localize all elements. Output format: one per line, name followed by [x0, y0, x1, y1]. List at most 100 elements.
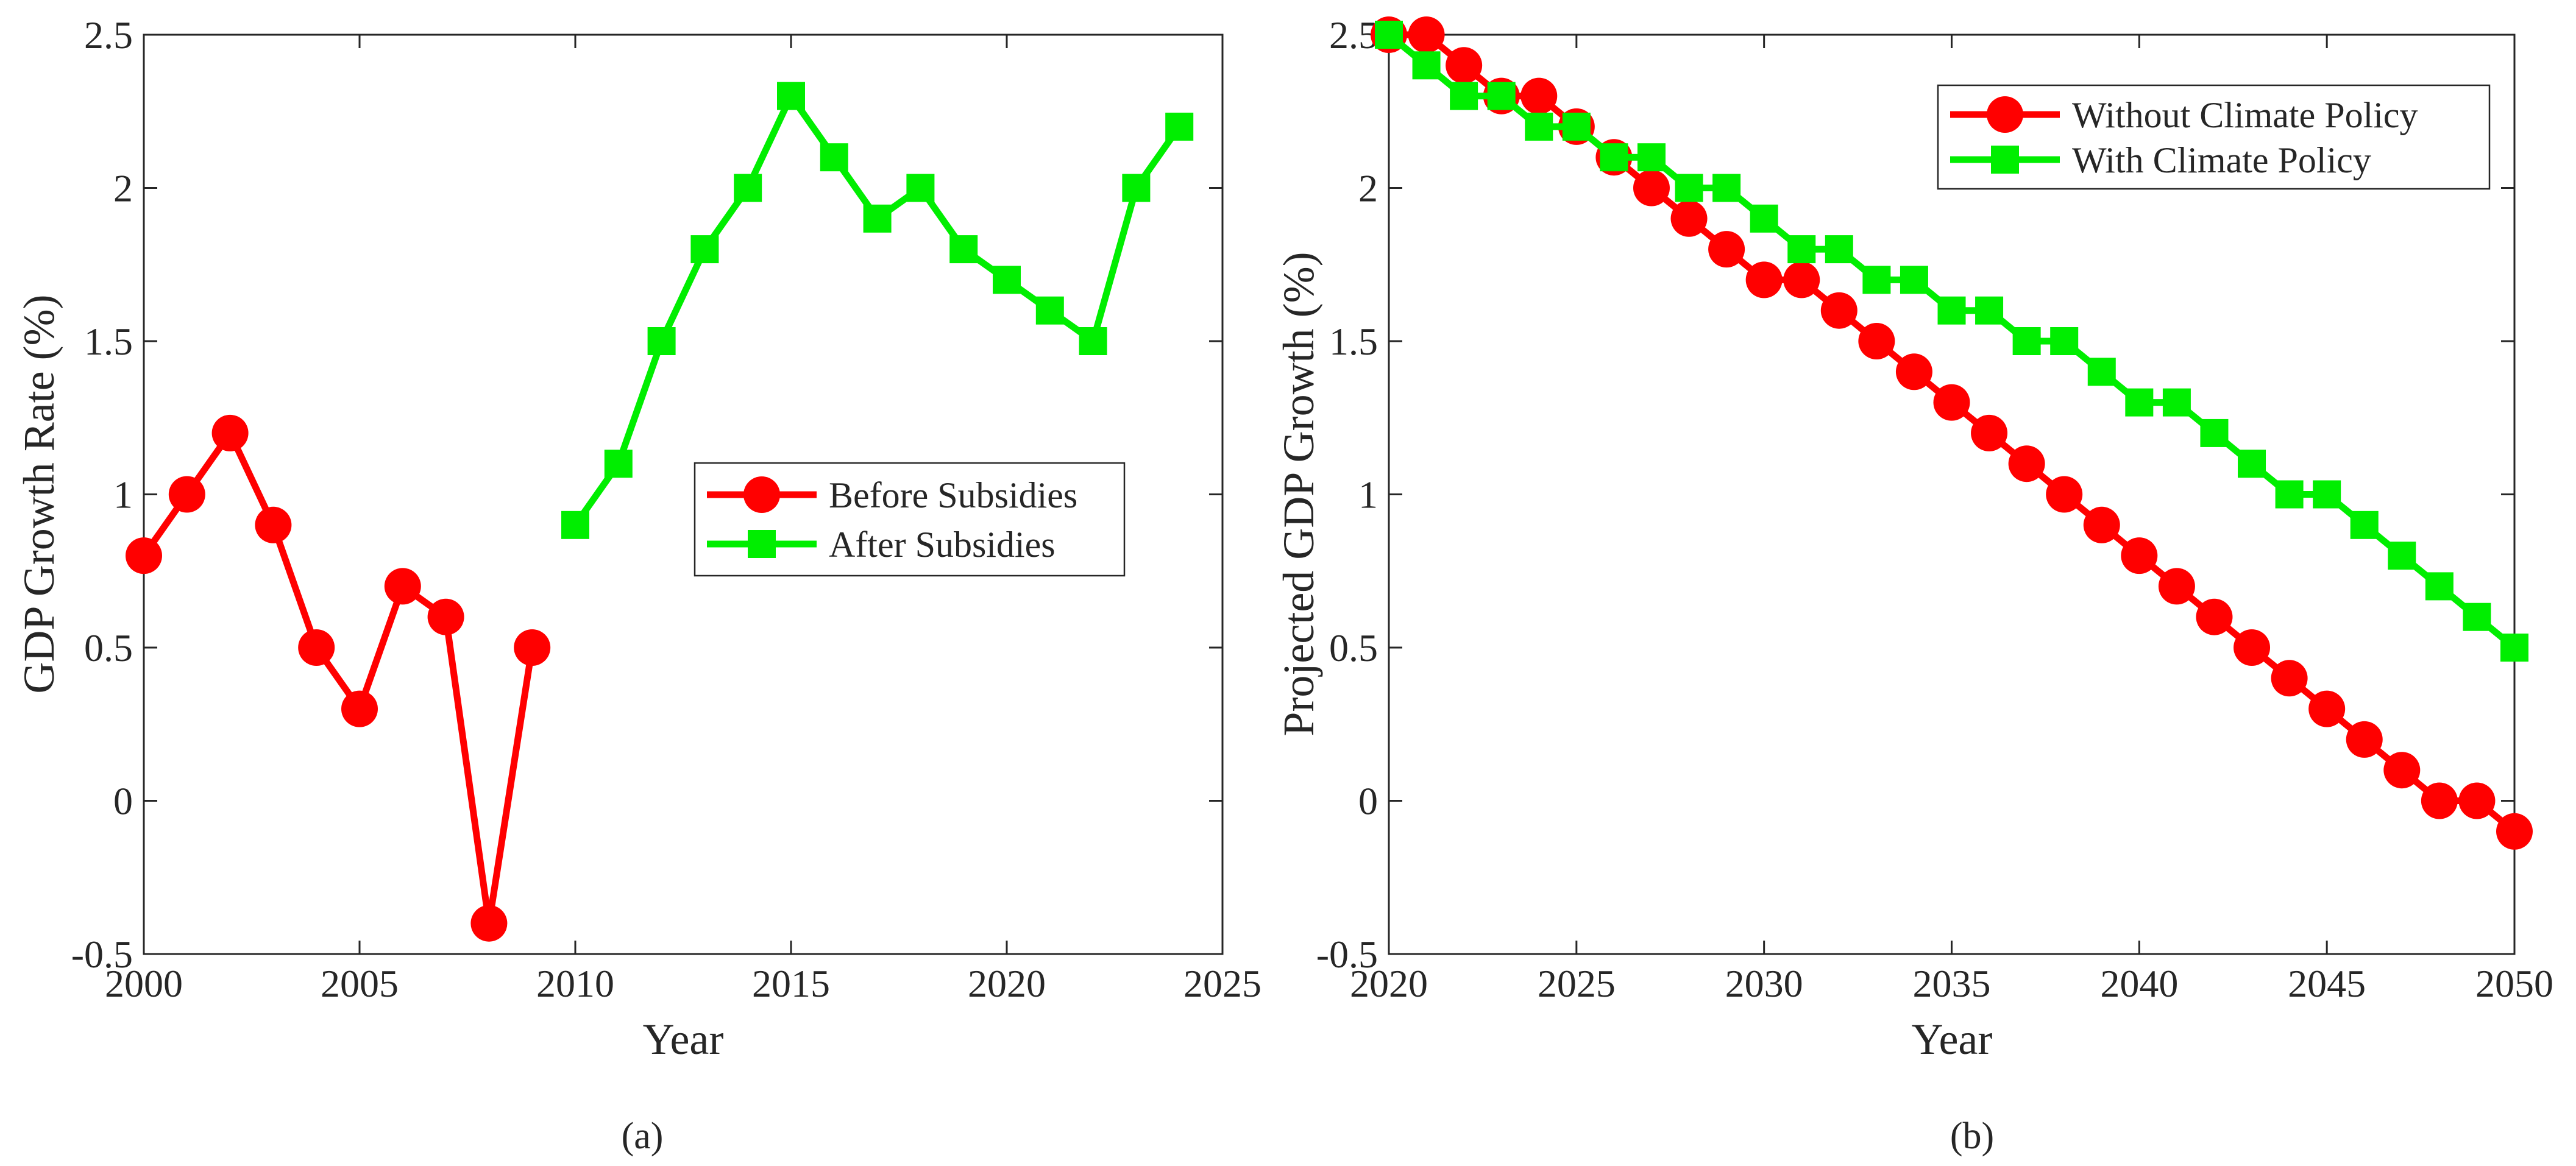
data-point-without-climate-policy-2033 — [1858, 323, 1895, 359]
data-point-without-climate-policy-2027 — [1633, 169, 1670, 207]
data-point-with-climate-policy-2050 — [2500, 634, 2528, 662]
data-point-with-climate-policy-2037 — [2012, 327, 2041, 355]
chart-panel-b: 2020 2025 2030 2035 2040 2045 2050 -0.5 0 0.5 1 1.5… — [1274, 13, 2553, 1157]
series-line-before-subsidies — [141, 429, 536, 927]
ticks-b — [1388, 34, 2516, 955]
series-line-after-subsidies — [572, 93, 1182, 527]
data-point-after-subsidies-2020 — [993, 266, 1021, 294]
data-point-with-climate-policy-2033 — [1862, 266, 1891, 294]
data-point-with-climate-policy-2029 — [1712, 174, 1741, 202]
y-tick-label-b-2.5: 2.5 — [1329, 13, 1378, 57]
data-point-with-climate-policy-2022 — [1450, 82, 1478, 110]
data-point-without-climate-policy-2031 — [1783, 261, 1820, 299]
x-tick-label-a-2000: 2000 — [105, 962, 183, 1005]
data-point-before-subsidies-2005 — [341, 690, 378, 727]
data-point-with-climate-policy-2040 — [2125, 388, 2154, 417]
data-point-after-subsidies-2015 — [777, 82, 805, 110]
x-tick-label-b-2030: 2030 — [1725, 962, 1803, 1005]
data-point-with-climate-policy-2031 — [1787, 235, 1816, 264]
x-axis-label-a: Year — [643, 1015, 724, 1064]
panel-label-a: (a) — [622, 1115, 664, 1157]
data-point-before-subsidies-2007 — [427, 598, 464, 635]
series-after-subsidies — [561, 82, 1194, 539]
data-point-after-subsidies-2018 — [906, 174, 935, 202]
tick-labels-b: 2020 2025 2030 2035 2040 2045 2050 -0.5 0 0.5 1 1.5… — [1316, 13, 2553, 1005]
data-point-with-climate-policy-2041 — [2162, 388, 2191, 417]
data-point-after-subsidies-2011 — [604, 450, 633, 478]
data-point-without-climate-policy-2024 — [1520, 77, 1558, 115]
y-tick-label-a-0.5: 0.5 — [84, 626, 133, 670]
data-point-with-climate-policy-2045 — [2313, 480, 2341, 509]
data-point-before-subsidies-2009 — [514, 629, 551, 666]
legend-marker-before-subsidies — [743, 476, 780, 513]
data-point-before-subsidies-2008 — [470, 905, 508, 942]
data-point-with-climate-policy-2026 — [1600, 143, 1628, 172]
y-tick-label-a-0: 0 — [113, 780, 133, 823]
tick-labels-a: 2000 2005 2010 2015 2020 2025 -0.5 0 0.5 1 1.5 2 2.5 — [71, 13, 1261, 1005]
data-point-with-climate-policy-2028 — [1675, 174, 1703, 202]
chart-panel-a: 2000 2005 2010 2015 2020 2025 -0.5 0 0.5 1 1.5 2 2.5… — [15, 13, 1261, 1157]
data-point-after-subsidies-2017 — [863, 204, 892, 233]
x-tick-label-a-2005: 2005 — [321, 962, 399, 1005]
x-tick-label-b-2020: 2020 — [1350, 962, 1428, 1005]
y-tick-label-a-2.5: 2.5 — [84, 13, 133, 57]
legend-label-with-climate-policy: With Climate Policy — [2072, 140, 2371, 180]
data-point-after-subsidies-2022 — [1079, 327, 1107, 355]
x-tick-label-a-2010: 2010 — [536, 962, 614, 1005]
y-tick-label-a-1: 1 — [113, 473, 133, 517]
legend-label-before-subsidies: Before Subsidies — [829, 475, 1077, 515]
x-tick-label-a-2025: 2025 — [1183, 962, 1261, 1005]
series-with-climate-policy — [1375, 21, 2528, 662]
data-point-with-climate-policy-2023 — [1487, 82, 1516, 110]
x-axis-label-b: Year — [1912, 1015, 1993, 1064]
data-point-without-climate-policy-2050 — [2496, 813, 2533, 850]
y-tick-label-a-2: 2 — [113, 167, 133, 210]
data-point-without-climate-policy-2042 — [2196, 598, 2233, 635]
y-tick-label-a-1.5: 1.5 — [84, 320, 133, 363]
x-tick-label-a-2015: 2015 — [752, 962, 830, 1005]
y-tick-label-b-0: 0 — [1358, 780, 1378, 823]
data-point-after-subsidies-2023 — [1122, 174, 1151, 202]
y-axis-label-a: GDP Growth Rate (%) — [15, 294, 63, 693]
x-tick-label-b-2050: 2050 — [2475, 962, 2553, 1005]
legend-label-without-climate-policy: Without Climate Policy — [2072, 95, 2418, 135]
x-tick-label-b-2025: 2025 — [1538, 962, 1616, 1005]
data-point-without-climate-policy-2043 — [2234, 629, 2271, 666]
data-point-before-subsidies-2000 — [126, 537, 162, 574]
data-point-with-climate-policy-2046 — [2350, 511, 2379, 539]
data-point-with-climate-policy-2034 — [1900, 266, 1928, 294]
data-point-without-climate-policy-2029 — [1708, 231, 1745, 268]
data-point-with-climate-policy-2038 — [2050, 327, 2079, 355]
data-point-after-subsidies-2016 — [820, 143, 848, 172]
y-axis-label-b: Projected GDP Growth (%) — [1274, 252, 1323, 736]
data-point-without-climate-policy-2030 — [1745, 261, 1783, 299]
data-point-without-climate-policy-2021 — [1408, 16, 1445, 53]
y-tick-label-b-2: 2 — [1358, 167, 1378, 210]
series-a — [126, 82, 1194, 942]
x-tick-label-b-2045: 2045 — [2288, 962, 2366, 1005]
x-tick-label-a-2020: 2020 — [968, 962, 1046, 1005]
data-point-without-climate-policy-2047 — [2383, 752, 2421, 789]
data-point-with-climate-policy-2047 — [2388, 542, 2416, 570]
y-tick-label-b--0.5: -0.5 — [1316, 933, 1378, 976]
data-point-after-subsidies-2014 — [734, 174, 762, 202]
data-point-without-climate-policy-2028 — [1670, 200, 1708, 237]
data-point-without-climate-policy-2034 — [1895, 353, 1932, 390]
y-tick-label-b-1.5: 1.5 — [1329, 320, 1378, 363]
data-point-before-subsidies-2004 — [298, 629, 335, 666]
data-point-without-climate-policy-2036 — [1971, 414, 2008, 451]
data-point-with-climate-policy-2021 — [1412, 51, 1441, 80]
data-point-without-climate-policy-2022 — [1446, 47, 1483, 84]
data-point-with-climate-policy-2032 — [1825, 235, 1853, 264]
y-tick-label-b-0.5: 0.5 — [1329, 626, 1378, 670]
data-point-after-subsidies-2021 — [1035, 296, 1064, 325]
data-point-without-climate-policy-2039 — [2083, 506, 2120, 543]
data-point-without-climate-policy-2044 — [2271, 660, 2308, 697]
data-point-without-climate-policy-2041 — [2158, 568, 2195, 605]
data-point-without-climate-policy-2038 — [2046, 476, 2083, 513]
panel-label-b: (b) — [1950, 1115, 1994, 1157]
data-point-with-climate-policy-2043 — [2238, 450, 2266, 478]
y-tick-label-a--0.5: -0.5 — [71, 933, 133, 976]
ticks-a — [143, 34, 1224, 955]
series-before-subsidies — [126, 414, 551, 942]
